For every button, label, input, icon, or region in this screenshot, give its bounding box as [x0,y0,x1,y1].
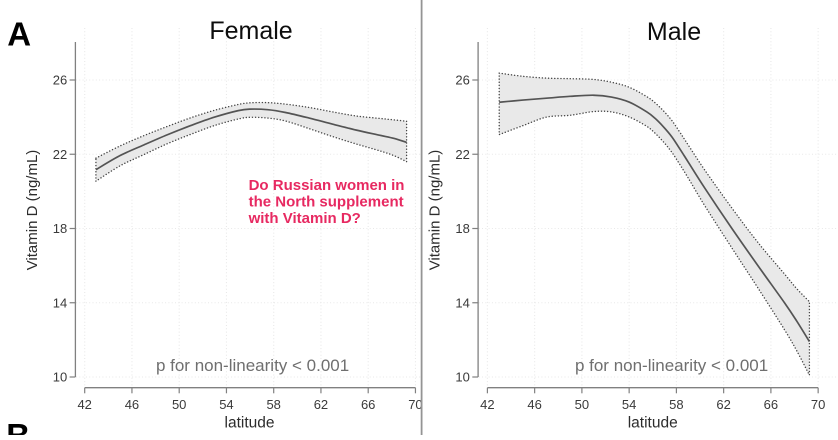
svg-text:62: 62 [314,397,328,412]
svg-text:42: 42 [77,397,91,412]
svg-text:10: 10 [53,370,67,385]
svg-text:50: 50 [172,397,186,412]
svg-text:14: 14 [53,295,67,310]
svg-text:50: 50 [575,397,589,412]
svg-text:18: 18 [53,221,67,236]
svg-text:66: 66 [764,397,778,412]
svg-text:26: 26 [53,73,67,88]
svg-text:70: 70 [811,397,825,412]
svg-text:p for non-linearity < 0.001: p for non-linearity < 0.001 [575,356,768,375]
svg-text:58: 58 [669,397,683,412]
svg-text:42: 42 [480,397,494,412]
svg-text:Vitamin D (ng/mL): Vitamin D (ng/mL) [24,150,41,271]
svg-text:66: 66 [361,397,375,412]
svg-text:Male: Male [647,18,701,46]
svg-text:46: 46 [527,397,541,412]
svg-text:latitude: latitude [225,415,275,432]
svg-text:14: 14 [455,295,469,310]
svg-text:26: 26 [455,73,469,88]
svg-text:Do Russian women in: Do Russian women in [249,177,405,194]
svg-text:46: 46 [125,397,139,412]
svg-text:62: 62 [716,397,730,412]
svg-text:B: B [6,417,30,435]
svg-text:Female: Female [209,17,292,45]
svg-text:54: 54 [622,397,636,412]
svg-text:Vitamin D (ng/mL): Vitamin D (ng/mL) [427,150,444,271]
svg-text:54: 54 [219,397,233,412]
svg-text:58: 58 [266,397,280,412]
svg-text:p for non-linearity < 0.001: p for non-linearity < 0.001 [156,356,349,375]
svg-text:18: 18 [455,221,469,236]
svg-text:A: A [7,15,31,52]
svg-text:22: 22 [53,147,67,162]
svg-text:70: 70 [408,397,422,412]
svg-text:22: 22 [455,147,469,162]
svg-text:10: 10 [455,370,469,385]
svg-text:the North supplement: the North supplement [249,193,404,210]
svg-text:with Vitamin D?: with Vitamin D? [248,210,361,227]
svg-text:latitude: latitude [628,415,678,432]
